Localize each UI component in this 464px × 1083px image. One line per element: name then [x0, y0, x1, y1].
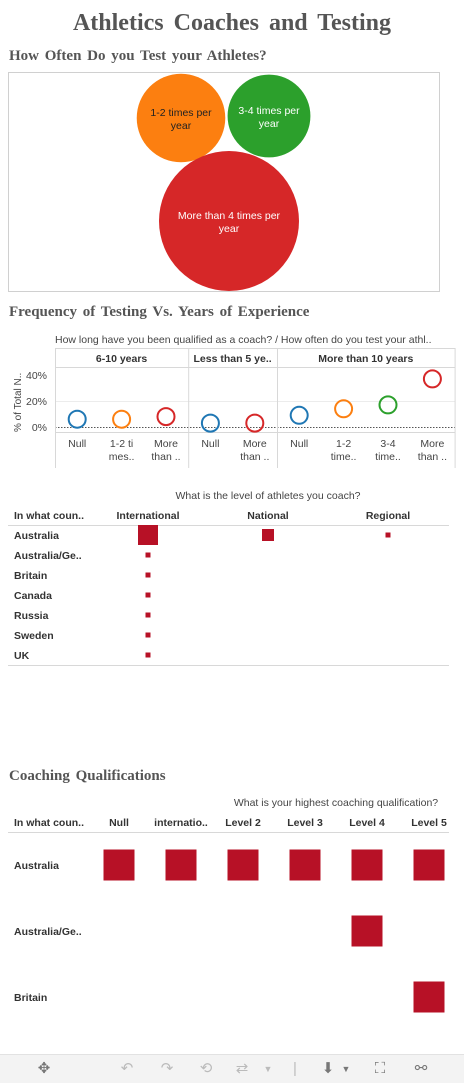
column-header: Level 5: [411, 817, 447, 829]
row-header-label: In what coun..: [14, 817, 84, 829]
matrix-square: [227, 849, 259, 881]
x-tick-label: 3-4: [380, 438, 395, 450]
matrix-square: [145, 572, 151, 578]
row-label: Canada: [14, 590, 52, 602]
matrix-square: [138, 525, 158, 545]
separator: |: [293, 1060, 297, 1077]
matrix-square: [289, 849, 321, 881]
matrix-square: [351, 849, 383, 881]
scatter-point: [156, 407, 176, 427]
column-header: Level 4: [349, 817, 385, 829]
scatter-point: [67, 409, 87, 429]
matrix-square: [145, 592, 151, 598]
matrix-square: [413, 981, 445, 1013]
bubble-label: 1-2 times per year: [150, 107, 212, 132]
panel-header: 6-10 years: [96, 353, 148, 365]
athlete-level-matrix[interactable]: What is the level of athletes you coach?…: [0, 0, 464, 680]
x-tick-label: 1-2 ti: [110, 438, 133, 450]
panel-header: Less than 5 ye..: [193, 353, 271, 365]
row-label: Russia: [14, 610, 49, 622]
matrix-header: What is your highest coaching qualificat…: [234, 797, 438, 809]
matrix-square: [145, 552, 151, 558]
refresh-icon[interactable]: ⇄: [235, 1060, 249, 1077]
scatter-header: How long have you been qualified as a co…: [55, 334, 432, 346]
y-tick-label: 0%: [32, 422, 47, 434]
row-header-label: In what coun..: [14, 510, 84, 522]
row-label: Britain: [14, 992, 47, 1004]
column-header: National: [247, 510, 289, 522]
x-tick-label: More: [420, 438, 444, 450]
qualifications-matrix[interactable]: What is your highest coaching qualificat…: [0, 0, 464, 1050]
bubble-chart-frame: [8, 72, 440, 292]
share-icon[interactable]: ⚯: [414, 1060, 428, 1077]
x-tick-label: Null: [290, 438, 308, 450]
matrix-square: [413, 849, 445, 881]
x-tick-label: time..: [375, 451, 401, 463]
x-tick-label: Null: [68, 438, 86, 450]
matrix-square: [385, 532, 391, 538]
bubble: [136, 73, 226, 163]
column-header: internatio..: [154, 817, 208, 829]
matrix-square: [165, 849, 197, 881]
row-label: Britain: [14, 570, 47, 582]
scatter-point: [289, 405, 309, 425]
x-tick-label: Null: [201, 438, 219, 450]
x-tick-label: than ..: [240, 451, 269, 463]
row-label: Australia/Ge..: [14, 550, 82, 562]
scatter-ylabel: % of Total N..: [13, 373, 24, 432]
bubble: [159, 151, 299, 291]
column-header: Level 2: [225, 817, 261, 829]
column-header: International: [116, 510, 179, 522]
qualifications-title: Coaching Qualifications: [9, 768, 166, 784]
bubble-chart-title: How Often Do you Test your Athletes?: [9, 48, 267, 64]
bubble-label: 3-4 times per year: [238, 105, 300, 130]
bubble-chart[interactable]: 1-2 times per year 3-4 times per year More t…: [0, 0, 464, 300]
undo-icon[interactable]: ↶: [120, 1060, 134, 1077]
revert-icon[interactable]: ⟲: [199, 1060, 213, 1077]
toolbar: ✥ ↶ ↷ ⟲ ⇄ ▼ | ⬇ ▼ ⛶ ⚯: [0, 1054, 464, 1083]
column-header: Level 3: [287, 817, 323, 829]
scatter-point: [378, 395, 398, 415]
matrix-square: [262, 529, 274, 541]
row-label: Australia/Ge..: [14, 926, 82, 938]
x-tick-label: 1-2: [336, 438, 351, 450]
move-icon[interactable]: ✥: [37, 1060, 51, 1077]
matrix-header: What is the level of athletes you coach?: [175, 490, 360, 502]
dropdown-icon[interactable]: ▼: [263, 1064, 273, 1074]
panel-header: More than 10 years: [318, 353, 413, 365]
fullscreen-icon[interactable]: ⛶: [374, 1060, 386, 1077]
scatter-point: [200, 413, 220, 433]
x-tick-label: than ..: [151, 451, 180, 463]
scatter-chart[interactable]: How long have you been qualified as a co…: [0, 0, 464, 480]
matrix-square: [145, 652, 151, 658]
scatter-chart-title: Frequency of Testing Vs. Years of Experi…: [9, 304, 310, 320]
row-label: UK: [14, 650, 30, 662]
matrix-square: [145, 612, 151, 618]
y-tick-label: 40%: [26, 370, 47, 382]
row-label: Australia: [14, 530, 59, 542]
matrix-square: [103, 849, 135, 881]
column-header: Regional: [366, 510, 410, 522]
matrix-square: [351, 915, 383, 947]
scatter-point: [245, 413, 265, 433]
x-tick-label: mes..: [109, 451, 135, 463]
x-tick-label: More: [154, 438, 178, 450]
matrix-square: [145, 632, 151, 638]
download-icon[interactable]: ⬇: [321, 1060, 335, 1077]
row-label: Sweden: [14, 630, 54, 642]
x-tick-label: More: [243, 438, 267, 450]
bubble: [227, 74, 311, 158]
bubble-label: More than 4 times per year: [178, 210, 281, 235]
redo-icon[interactable]: ↷: [160, 1060, 174, 1077]
x-tick-label: than ..: [418, 451, 447, 463]
column-header: Null: [109, 817, 129, 829]
x-tick-label: time..: [331, 451, 357, 463]
scatter-point: [334, 399, 354, 419]
row-label: Australia: [14, 860, 59, 872]
download-dropdown-icon[interactable]: ▼: [341, 1064, 351, 1074]
dashboard-title: Athletics Coaches and Testing: [72, 10, 392, 36]
scatter-point: [112, 409, 132, 429]
y-tick-label: 20%: [26, 396, 47, 408]
scatter-point: [422, 369, 442, 389]
